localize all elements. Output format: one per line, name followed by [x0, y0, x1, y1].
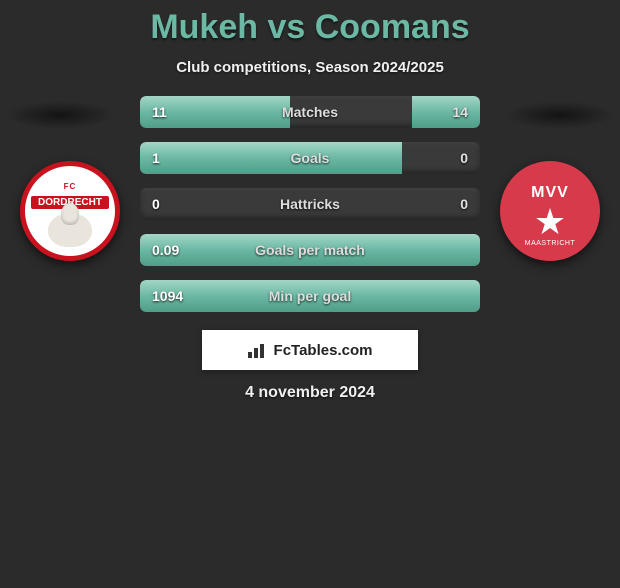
sheep-icon: [48, 213, 92, 247]
fctables-label: FcTables.com: [274, 342, 373, 359]
stat-label: Hattricks: [280, 196, 340, 212]
stat-value-left: 1: [152, 150, 160, 166]
date-label: 4 november 2024: [0, 384, 620, 402]
stat-label: Min per goal: [269, 288, 351, 304]
stat-bar: 0 Hattricks 0: [140, 188, 480, 220]
stat-fill-right: [412, 96, 480, 128]
page-title: Mukeh vs Coomans: [0, 8, 620, 47]
star-icon: ★: [500, 206, 600, 238]
bar-chart-icon: [248, 342, 268, 358]
stat-bar: 11 Matches 14: [140, 96, 480, 128]
right-club-badge: MVV ★ MAASTRICHT: [500, 161, 600, 261]
stat-label: Goals: [291, 150, 330, 166]
stat-value-left: 0: [152, 196, 160, 212]
stat-label: Matches: [282, 104, 338, 120]
comparison-panel: 11 Matches 14 1 Goals 0 0 Hattricks 0 0.09 Goals p…: [0, 96, 620, 312]
shadow-right: [505, 101, 615, 129]
fctables-watermark: FcTables.com: [202, 330, 418, 370]
stat-bar: 0.09 Goals per match: [140, 234, 480, 266]
stat-bar: 1094 Min per goal: [140, 280, 480, 312]
stat-value-right: 0: [460, 150, 468, 166]
stat-value-left: 0.09: [152, 242, 179, 258]
stat-value-left: 1094: [152, 288, 183, 304]
stat-value-right: 0: [460, 196, 468, 212]
stat-value-left: 11: [152, 104, 167, 120]
left-club-badge: FC DORDRECHT: [20, 161, 120, 261]
stat-label: Goals per match: [255, 242, 365, 258]
stats-bars: 11 Matches 14 1 Goals 0 0 Hattricks 0 0.09 Goals p…: [140, 96, 480, 312]
left-badge-fc: FC: [64, 182, 77, 191]
stat-bar: 1 Goals 0: [140, 142, 480, 174]
stat-value-right: 14: [452, 104, 468, 120]
shadow-left: [5, 101, 115, 129]
stat-fill-left: [140, 142, 402, 174]
right-badge-name: MVV: [500, 184, 600, 202]
subtitle: Club competitions, Season 2024/2025: [0, 59, 620, 76]
right-badge-city: MAASTRICHT: [500, 240, 600, 247]
